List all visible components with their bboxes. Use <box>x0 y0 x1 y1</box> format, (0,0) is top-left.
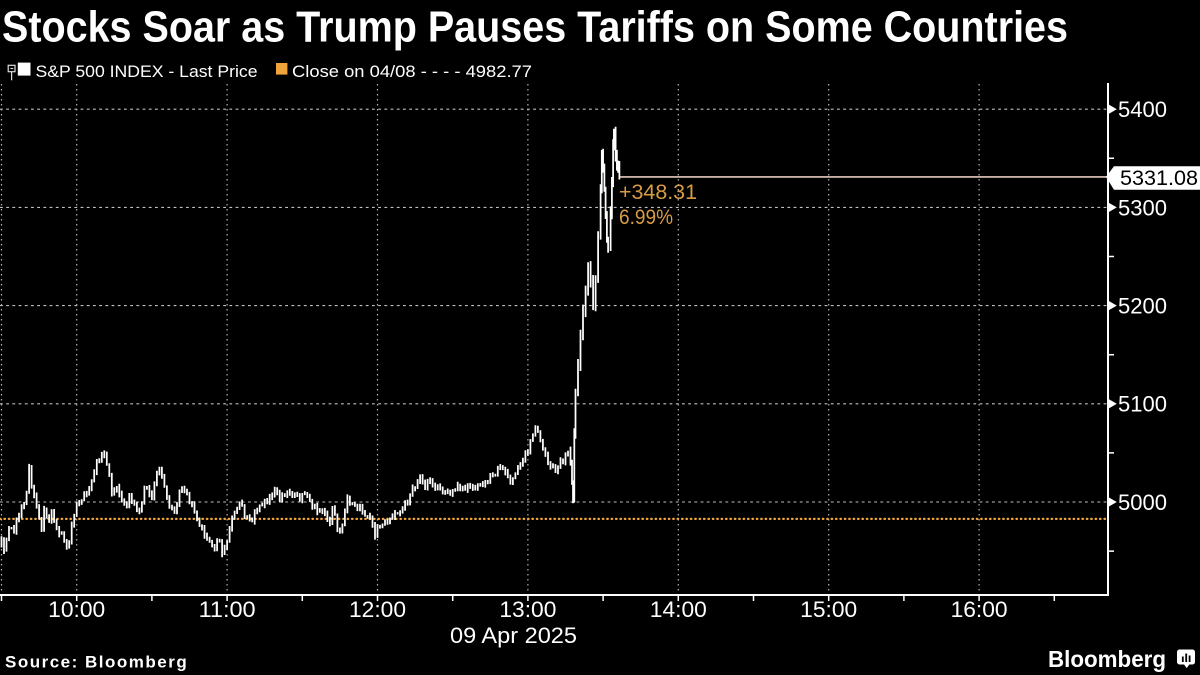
svg-text:12:00: 12:00 <box>349 597 406 622</box>
svg-text:15:00: 15:00 <box>800 597 857 622</box>
svg-text:16:00: 16:00 <box>951 597 1008 622</box>
svg-text:6.99%: 6.99% <box>619 206 673 229</box>
svg-text:S&P 500 INDEX - Last Price: S&P 500 INDEX - Last Price <box>36 62 258 81</box>
svg-text:14:00: 14:00 <box>650 597 707 622</box>
svg-text:Close on 04/08 - - - - 4982.77: Close on 04/08 - - - - 4982.77 <box>292 62 532 81</box>
svg-text:Source: Bloomberg: Source: Bloomberg <box>5 653 188 672</box>
svg-text:Stocks Soar as Trump Pauses Ta: Stocks Soar as Trump Pauses Tariffs on S… <box>2 4 1068 52</box>
svg-text:10:00: 10:00 <box>48 597 105 622</box>
svg-text:5400: 5400 <box>1118 97 1167 122</box>
svg-text:13:00: 13:00 <box>499 597 556 622</box>
svg-text:5300: 5300 <box>1118 195 1167 220</box>
svg-text:+348.31: +348.31 <box>619 181 697 204</box>
svg-text:5000: 5000 <box>1118 490 1167 515</box>
svg-text:5100: 5100 <box>1118 392 1167 417</box>
svg-text:5200: 5200 <box>1118 294 1167 319</box>
svg-text:Bloomberg: Bloomberg <box>1048 646 1166 672</box>
svg-text:09 Apr 2025: 09 Apr 2025 <box>450 623 577 648</box>
svg-text:11:00: 11:00 <box>199 597 256 622</box>
svg-text:5331.08: 5331.08 <box>1120 166 1198 190</box>
